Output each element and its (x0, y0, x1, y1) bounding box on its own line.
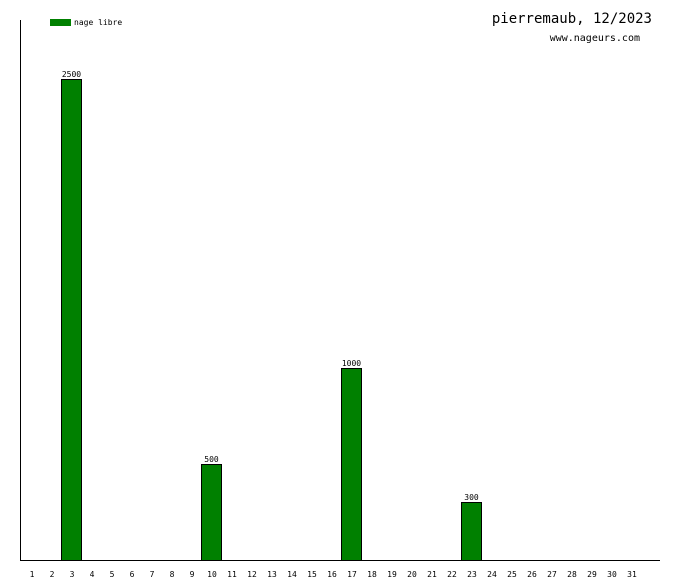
bar-day-17 (341, 368, 362, 561)
x-tick-label: 29 (587, 570, 597, 579)
x-tick-label: 17 (347, 570, 357, 579)
x-tick-label: 3 (70, 570, 75, 579)
x-tick-label: 18 (367, 570, 377, 579)
x-tick-label: 12 (247, 570, 257, 579)
x-tick-label: 30 (607, 570, 617, 579)
x-tick-label: 1 (30, 570, 35, 579)
data-label: 1000 (342, 359, 361, 368)
x-tick-label: 28 (567, 570, 577, 579)
x-tick-label: 25 (507, 570, 517, 579)
x-tick-label: 2 (50, 570, 55, 579)
x-tick-label: 9 (190, 570, 195, 579)
data-label: 2500 (62, 70, 81, 79)
bar-day-23 (461, 502, 482, 561)
x-tick-label: 14 (287, 570, 297, 579)
bar-day-10 (201, 464, 222, 561)
legend-label: nage libre (74, 18, 122, 27)
bar-day-3 (61, 79, 82, 561)
x-tick-label: 16 (327, 570, 337, 579)
x-tick-label: 23 (467, 570, 477, 579)
x-tick-label: 19 (387, 570, 397, 579)
x-tick-label: 15 (307, 570, 317, 579)
x-tick-label: 21 (427, 570, 437, 579)
x-tick-label: 13 (267, 570, 277, 579)
x-tick-label: 24 (487, 570, 497, 579)
x-tick-label: 31 (627, 570, 637, 579)
x-tick-label: 10 (207, 570, 217, 579)
data-label: 300 (464, 493, 479, 502)
x-tick-label: 7 (150, 570, 155, 579)
data-label: 500 (204, 455, 219, 464)
legend-swatch (50, 19, 71, 26)
x-tick-label: 5 (110, 570, 115, 579)
chart-subtitle: www.nageurs.com (550, 33, 640, 44)
x-tick-label: 22 (447, 570, 457, 579)
x-tick-label: 4 (90, 570, 95, 579)
x-tick-label: 8 (170, 570, 175, 579)
x-tick-label: 27 (547, 570, 557, 579)
x-tick-label: 20 (407, 570, 417, 579)
x-tick-label: 26 (527, 570, 537, 579)
x-tick-label: 6 (130, 570, 135, 579)
x-tick-label: 11 (227, 570, 237, 579)
chart-title: pierremaub, 12/2023 (492, 11, 652, 27)
